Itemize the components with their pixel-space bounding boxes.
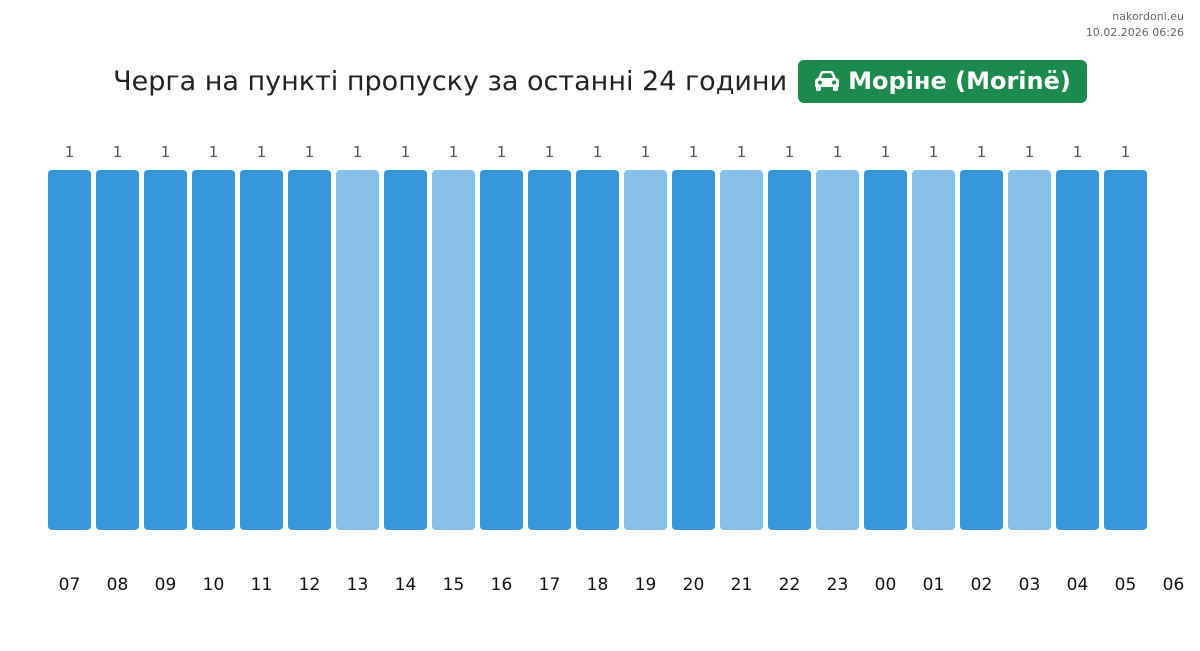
- bar-value-label: 1: [113, 143, 123, 161]
- bar-08: [96, 170, 139, 530]
- bar-22: [768, 170, 811, 530]
- bar-14: [384, 170, 427, 530]
- car-icon: [815, 71, 840, 91]
- bar-value-label: 1: [497, 143, 507, 161]
- x-tick-label: 06: [1163, 575, 1185, 595]
- x-tick-label: 18: [587, 575, 609, 595]
- x-tick-label: 17: [539, 575, 561, 595]
- checkpoint-badge: Моріне (Morinë): [798, 59, 1087, 103]
- x-tick-label: 00: [875, 575, 897, 595]
- x-tick-label: 13: [347, 575, 369, 595]
- bar-value-label: 1: [737, 143, 747, 161]
- bar-value-label: 1: [305, 143, 315, 161]
- x-tick-label: 23: [827, 575, 849, 595]
- bar-value-label: 1: [881, 143, 891, 161]
- x-tick-label: 04: [1067, 575, 1089, 595]
- bar-10: [192, 170, 235, 530]
- bar-15: [432, 170, 475, 530]
- x-tick-label: 15: [443, 575, 465, 595]
- x-tick-label: 08: [107, 575, 129, 595]
- x-tick-label: 19: [635, 575, 657, 595]
- x-tick-label: 20: [683, 575, 705, 595]
- bar-value-label: 1: [1073, 143, 1083, 161]
- site-name: nakordoni.eu: [1112, 10, 1184, 23]
- bar-value-label: 1: [209, 143, 219, 161]
- bar-value-label: 1: [161, 143, 171, 161]
- x-tick-label: 02: [971, 575, 993, 595]
- bar-value-label: 1: [689, 143, 699, 161]
- bar-value-label: 1: [785, 143, 795, 161]
- bar-04: [1056, 170, 1099, 530]
- bar-value-label: 1: [545, 143, 555, 161]
- checkpoint-name: Моріне (Morinë): [848, 67, 1071, 95]
- chart-header: Черга на пункті пропуску за останні 24 г…: [0, 59, 1200, 103]
- bar-value-label: 1: [977, 143, 987, 161]
- bar-value-label: 1: [929, 143, 939, 161]
- bar-value-label: 1: [641, 143, 651, 161]
- bar-19: [624, 170, 667, 530]
- bar-value-label: 1: [1121, 143, 1131, 161]
- bar-value-label: 1: [593, 143, 603, 161]
- x-tick-label: 09: [155, 575, 177, 595]
- page-title: Черга на пункті пропуску за останні 24 г…: [113, 65, 788, 97]
- bar-value-label: 1: [833, 143, 843, 161]
- bar-17: [528, 170, 571, 530]
- bar-value-label: 1: [1025, 143, 1035, 161]
- bar-20: [672, 170, 715, 530]
- x-tick-label: 11: [251, 575, 273, 595]
- x-tick-label: 01: [923, 575, 945, 595]
- bar-21: [720, 170, 763, 530]
- bar-03: [1008, 170, 1051, 530]
- bar-value-label: 1: [449, 143, 459, 161]
- bar-05: [1104, 170, 1147, 530]
- bar-12: [288, 170, 331, 530]
- bar-23: [816, 170, 859, 530]
- bar-07: [48, 170, 91, 530]
- x-tick-label: 14: [395, 575, 417, 595]
- x-tick-label: 03: [1019, 575, 1041, 595]
- bar-11: [240, 170, 283, 530]
- bar-00: [864, 170, 907, 530]
- bar-13: [336, 170, 379, 530]
- bar-18: [576, 170, 619, 530]
- bar-value-label: 1: [65, 143, 75, 161]
- x-tick-label: 21: [731, 575, 753, 595]
- bar-01: [912, 170, 955, 530]
- site-meta: nakordoni.eu 10.02.2026 06:26: [1086, 9, 1184, 41]
- x-tick-label: 10: [203, 575, 225, 595]
- bar-16: [480, 170, 523, 530]
- bar-value-label: 1: [401, 143, 411, 161]
- timestamp: 10.02.2026 06:26: [1085, 26, 1184, 39]
- bar-value-label: 1: [353, 143, 363, 161]
- bar-02: [960, 170, 1003, 530]
- x-tick-label: 22: [779, 575, 801, 595]
- x-tick-label: 07: [59, 575, 81, 595]
- bar-value-label: 1: [257, 143, 267, 161]
- x-tick-label: 05: [1115, 575, 1137, 595]
- x-tick-label: 16: [491, 575, 513, 595]
- bar-09: [144, 170, 187, 530]
- x-tick-label: 12: [299, 575, 321, 595]
